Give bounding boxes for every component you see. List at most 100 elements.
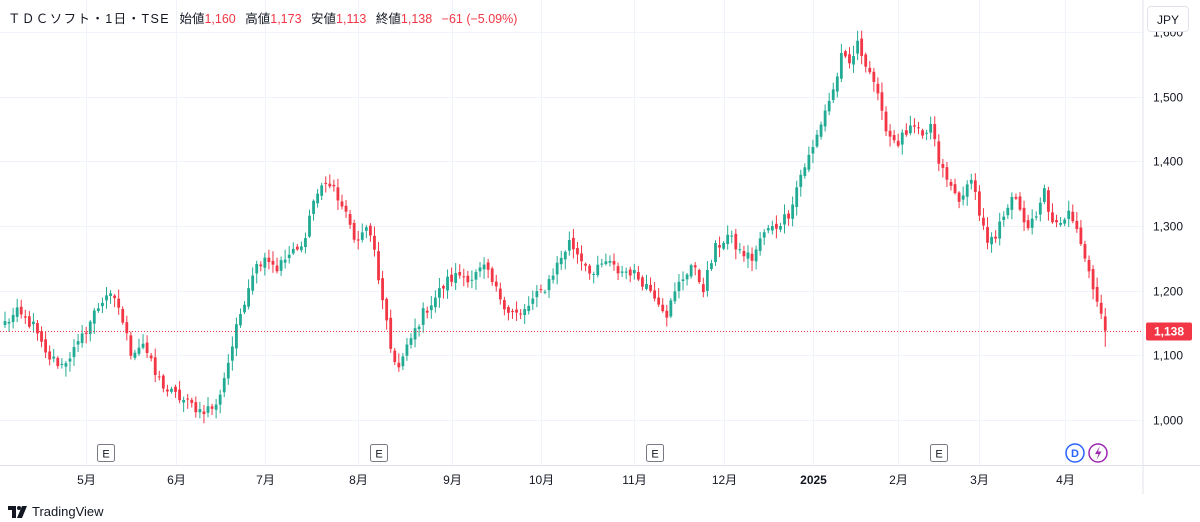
candle	[718, 236, 721, 258]
candle	[340, 194, 344, 210]
candle	[210, 403, 214, 416]
candle	[486, 258, 490, 279]
candle	[328, 174, 332, 189]
candle	[360, 223, 364, 243]
candle	[563, 250, 567, 270]
candle	[795, 180, 799, 216]
earnings-marker[interactable]: E	[646, 444, 664, 462]
candle	[657, 288, 661, 307]
tradingview-logo[interactable]: TradingView	[8, 504, 104, 521]
candle	[198, 401, 202, 419]
x-tick-label: 12月	[712, 473, 737, 487]
candle	[243, 301, 246, 315]
candle	[178, 381, 181, 404]
x-tick-label: 5月	[77, 473, 96, 487]
candle	[998, 212, 1002, 246]
candle	[1010, 192, 1014, 220]
earnings-marker[interactable]: E	[97, 444, 115, 462]
time-axis[interactable]: 5月 6月 7月 8月 9月 10月 11月 12月 2025 2月 3月 4月	[77, 473, 1075, 487]
candle	[344, 200, 348, 218]
candle	[352, 219, 356, 243]
candle	[584, 262, 587, 272]
candle	[1087, 255, 1091, 279]
symbol-title[interactable]: ＴＤＣソフト・1日・TSE	[8, 12, 170, 26]
candle	[101, 297, 104, 314]
candle	[425, 306, 429, 319]
candle	[1103, 308, 1107, 347]
candle	[113, 294, 117, 308]
dividend-icon[interactable]: D	[1065, 443, 1085, 463]
candle	[726, 225, 730, 250]
candle	[973, 173, 977, 201]
candle	[669, 297, 673, 319]
candle	[908, 115, 912, 136]
y-tick-label: 1,300	[1153, 220, 1183, 234]
candle	[1026, 214, 1030, 231]
candle	[754, 245, 758, 270]
candle	[693, 262, 697, 276]
change-value: −61 (−5.09%)	[441, 12, 518, 26]
candle	[624, 267, 628, 280]
candle	[681, 271, 685, 291]
candle	[141, 334, 145, 350]
candle	[904, 123, 908, 137]
candle	[511, 308, 514, 319]
lightning-icon[interactable]	[1088, 443, 1108, 463]
candle	[734, 228, 738, 260]
candle	[925, 129, 929, 141]
candle	[259, 261, 263, 272]
candle	[580, 245, 583, 271]
candle	[291, 242, 295, 256]
earnings-marker-label: E	[375, 449, 382, 461]
earnings-marker[interactable]: E	[930, 444, 948, 462]
candle	[11, 307, 15, 329]
candle	[933, 116, 937, 147]
candle	[438, 277, 441, 308]
candle	[295, 243, 299, 251]
x-tick-label: 10月	[529, 473, 554, 487]
candle	[373, 226, 376, 257]
candle	[1002, 211, 1006, 227]
candle	[19, 299, 23, 319]
candle	[665, 304, 669, 327]
candle	[949, 178, 953, 191]
candle	[401, 353, 405, 371]
candle	[965, 180, 969, 206]
candle	[913, 118, 916, 134]
candle	[730, 230, 734, 244]
candle	[978, 185, 981, 222]
candle	[766, 224, 770, 234]
candle	[888, 124, 892, 147]
grid-lines	[0, 0, 1143, 465]
candle	[23, 309, 27, 324]
candle	[299, 241, 303, 253]
candle	[320, 182, 324, 201]
candle	[677, 273, 681, 299]
x-tick-label: 9月	[443, 473, 462, 487]
candle	[308, 209, 311, 238]
candle	[1067, 200, 1071, 227]
candle	[937, 134, 941, 172]
candle	[478, 261, 482, 278]
candle	[1018, 192, 1022, 212]
candle	[474, 269, 478, 290]
candle	[458, 264, 462, 279]
candle	[685, 272, 689, 286]
candle	[929, 116, 933, 140]
candle	[279, 256, 283, 277]
candle	[750, 247, 754, 271]
candle	[133, 349, 137, 361]
candle	[1042, 184, 1046, 205]
candle	[190, 397, 194, 408]
candle	[446, 269, 449, 299]
earnings-marker[interactable]: E	[370, 444, 388, 462]
candle	[982, 208, 985, 230]
candle	[884, 106, 888, 137]
currency-button[interactable]: JPY	[1147, 6, 1189, 32]
last-price-badge: 1,138	[1146, 322, 1192, 341]
candle	[72, 339, 76, 366]
candle	[689, 263, 693, 279]
